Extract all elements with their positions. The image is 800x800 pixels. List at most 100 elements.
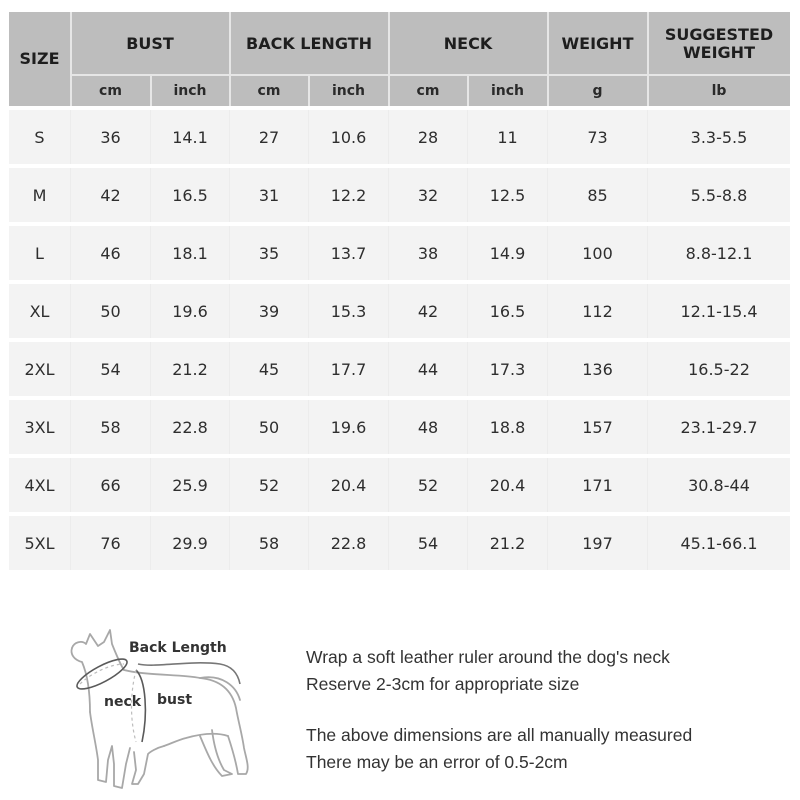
cell-bust-inch: 25.9: [150, 458, 229, 512]
cell-size: XL: [29, 301, 50, 321]
note-line: The above dimensions are all manually me…: [306, 725, 693, 745]
cell-back-inch: 12.2: [308, 168, 388, 222]
size-chart-table: SIZE BUST BACK LENGTH NECK WEIGHT SUGGES…: [9, 12, 790, 570]
cell-neck-inch: 16.5: [467, 284, 547, 338]
header-weight: WEIGHT: [561, 33, 634, 53]
cell-weight: 171: [547, 458, 647, 512]
cell-back-inch: 17.7: [308, 342, 388, 396]
cell-bust-inch: 22.8: [150, 400, 229, 454]
cell-back-cm: 35: [229, 226, 308, 280]
cell-neck-inch: 14.9: [467, 226, 547, 280]
cell-neck-cm: 42: [388, 284, 467, 338]
neck-label: neck: [104, 694, 142, 710]
table-row: 4XL 66 25.9 52 20.4 52 20.4 171 30.8-44: [9, 458, 790, 512]
header-divider: [388, 12, 390, 106]
table-header: SIZE BUST BACK LENGTH NECK WEIGHT SUGGES…: [9, 12, 790, 106]
header-bust: BUST: [126, 33, 174, 53]
header-divider: [547, 12, 549, 106]
cell-neck-cm: 48: [388, 400, 467, 454]
cell-neck-cm: 38: [388, 226, 467, 280]
cell-neck-inch: 20.4: [467, 458, 547, 512]
cell-bust-cm: 50: [70, 284, 150, 338]
header-suggested-line1: SUGGESTED: [664, 24, 774, 44]
cell-weight: 197: [547, 516, 647, 570]
unit-neck-cm: cm: [416, 83, 440, 99]
cell-bust-cm: 58: [70, 400, 150, 454]
header-divider: [467, 75, 469, 106]
cell-bust-inch: 29.9: [150, 516, 229, 570]
table-row: 3XL 58 22.8 50 19.6 48 18.8 157 23.1-29.…: [9, 400, 790, 454]
header-divider: [70, 74, 790, 76]
cell-bust-cm: 76: [70, 516, 150, 570]
header-divider: [150, 75, 152, 106]
cell-neck-cm: 44: [388, 342, 467, 396]
cell-neck-cm: 28: [388, 110, 467, 164]
table-row: 2XL 54 21.2 45 17.7 44 17.3 136 16.5-22: [9, 342, 790, 396]
cell-suggested: 23.1-29.7: [647, 400, 790, 454]
unit-neck-inch: inch: [490, 83, 525, 99]
cell-back-inch: 20.4: [308, 458, 388, 512]
back-length-label: Back Length: [129, 640, 227, 656]
cell-suggested: 3.3-5.5: [647, 110, 790, 164]
cell-size: S: [34, 127, 45, 147]
note-line: Reserve 2-3cm for appropriate size: [306, 674, 580, 694]
cell-bust-inch: 18.1: [150, 226, 229, 280]
cell-size: L: [35, 243, 44, 263]
cell-neck-inch: 11: [467, 110, 547, 164]
cell-back-inch: 10.6: [308, 110, 388, 164]
cell-back-cm: 27: [229, 110, 308, 164]
cell-size: 5XL: [24, 533, 55, 553]
header-back-length: BACK LENGTH: [246, 33, 372, 53]
unit-bust-cm: cm: [99, 83, 122, 99]
cell-back-cm: 31: [229, 168, 308, 222]
header-divider: [647, 12, 649, 106]
cell-back-cm: 58: [229, 516, 308, 570]
note-line: There may be an error of 0.5-2cm: [306, 752, 568, 772]
header-suggested-line2: WEIGHT: [683, 42, 755, 62]
cell-suggested: 12.1-15.4: [647, 284, 790, 338]
cell-bust-inch: 16.5: [150, 168, 229, 222]
cell-neck-cm: 32: [388, 168, 467, 222]
measurement-guide: Back Length neck bust Wrap a soft leathe…: [0, 600, 800, 800]
table-row: XL 50 19.6 39 15.3 42 16.5 112 12.1-15.4: [9, 284, 790, 338]
cell-suggested: 16.5-22: [647, 342, 790, 396]
cell-neck-cm: 52: [388, 458, 467, 512]
cell-suggested: 30.8-44: [647, 458, 790, 512]
cell-size: 2XL: [24, 359, 55, 379]
cell-bust-cm: 36: [70, 110, 150, 164]
cell-neck-inch: 12.5: [467, 168, 547, 222]
bust-label: bust: [157, 692, 193, 708]
header-neck: NECK: [443, 33, 493, 53]
measurement-notes: Wrap a soft leather ruler around the dog…: [306, 644, 766, 776]
unit-back-inch: inch: [331, 83, 366, 99]
cell-bust-inch: 14.1: [150, 110, 229, 164]
cell-weight: 112: [547, 284, 647, 338]
cell-neck-inch: 21.2: [467, 516, 547, 570]
cell-weight: 100: [547, 226, 647, 280]
header-divider: [70, 12, 72, 106]
cell-weight: 136: [547, 342, 647, 396]
cell-size: 4XL: [24, 475, 55, 495]
cell-back-inch: 22.8: [308, 516, 388, 570]
cell-bust-cm: 54: [70, 342, 150, 396]
cell-neck-inch: 17.3: [467, 342, 547, 396]
unit-suggested-lb: lb: [711, 83, 727, 99]
cell-suggested: 8.8-12.1: [647, 226, 790, 280]
cell-back-cm: 45: [229, 342, 308, 396]
cell-suggested: 45.1-66.1: [647, 516, 790, 570]
cell-back-cm: 52: [229, 458, 308, 512]
cell-back-inch: 15.3: [308, 284, 388, 338]
cell-size: M: [32, 185, 47, 205]
cell-neck-cm: 54: [388, 516, 467, 570]
cell-back-inch: 13.7: [308, 226, 388, 280]
cell-weight: 73: [547, 110, 647, 164]
header-size: SIZE: [19, 49, 60, 68]
table-row: M 42 16.5 31 12.2 32 12.5 85 5.5-8.8: [9, 168, 790, 222]
cell-bust-cm: 46: [70, 226, 150, 280]
cell-suggested: 5.5-8.8: [647, 168, 790, 222]
cell-bust-cm: 42: [70, 168, 150, 222]
table-row: 5XL 76 29.9 58 22.8 54 21.2 197 45.1-66.…: [9, 516, 790, 570]
cell-size: 3XL: [24, 417, 55, 437]
table-row: S 36 14.1 27 10.6 28 11 73 3.3-5.5: [9, 110, 790, 164]
unit-bust-inch: inch: [173, 83, 207, 99]
